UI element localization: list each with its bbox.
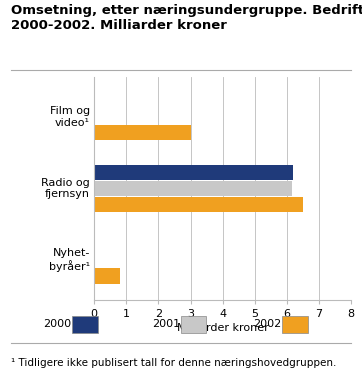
Text: ¹ Tidligere ikke publisert tall for denne næringshovedgruppen.: ¹ Tidligere ikke publisert tall for denn… xyxy=(11,357,336,368)
Bar xyxy=(94,196,303,212)
Bar xyxy=(94,165,293,181)
Bar xyxy=(94,181,292,196)
X-axis label: Milliarder kroner: Milliarder kroner xyxy=(177,323,269,333)
Bar xyxy=(94,268,120,284)
Text: 2002: 2002 xyxy=(253,319,282,329)
Text: 2000: 2000 xyxy=(43,319,72,329)
Bar xyxy=(94,125,190,140)
Text: 2001: 2001 xyxy=(152,319,180,329)
Text: Omsetning, etter næringsundergruppe. Bedrifter.
2000-2002. Milliarder kroner: Omsetning, etter næringsundergruppe. Bed… xyxy=(11,4,362,32)
